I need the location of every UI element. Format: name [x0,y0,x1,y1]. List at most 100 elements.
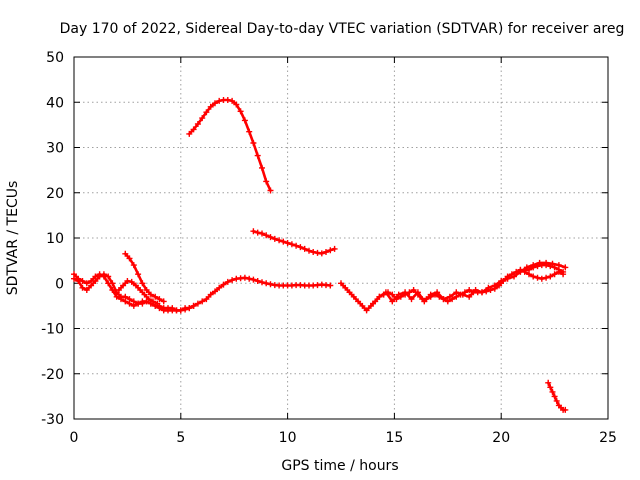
data-point [545,379,552,386]
data-point [526,271,532,278]
data-point [250,140,257,146]
data-point [523,264,530,271]
data-point [190,126,197,133]
data-point [547,273,554,280]
data-point [143,287,150,293]
data-point [553,397,560,404]
data-point [199,115,206,122]
data-point [263,232,270,239]
data-point [560,271,567,278]
data-point [562,264,569,271]
data-point [224,278,231,285]
data-point [237,108,244,115]
data-point [517,266,524,273]
data-point [323,249,329,255]
data-point [190,302,197,309]
data-point [434,289,441,296]
data-point [389,291,396,298]
data-point [135,271,142,278]
x-axis-label: GPS time / hours [281,458,398,474]
data-point [534,274,541,281]
data-point [263,178,270,185]
data-point [395,291,402,298]
data-point [318,250,325,257]
data-point [459,291,466,298]
y-tick-label: 50 [46,50,64,66]
data-point [259,230,265,237]
data-point [538,275,545,282]
data-point [150,298,156,305]
data-point [271,235,278,242]
x-tick-label: 10 [279,430,297,446]
data-point [359,302,366,309]
data-point [109,280,116,287]
data-point [126,296,133,303]
data-point [71,275,77,282]
x-tick-label: 25 [599,430,617,446]
data-point [543,274,550,281]
series-track-10 [545,379,569,413]
data-point [551,271,558,278]
data-point [453,289,460,296]
data-point [100,271,107,278]
data-point [536,259,543,266]
data-point [327,282,334,289]
series-track-7 [338,262,567,314]
data-point [96,273,103,280]
data-point [511,273,517,280]
y-tick-label: -20 [41,367,64,383]
plot-area [71,97,569,413]
x-tick-label: 15 [385,430,403,446]
data-point [105,273,112,280]
data-point [389,298,396,305]
data-point [139,280,146,287]
data-point [421,298,428,305]
data-point [382,289,389,296]
series-track-9 [517,266,567,282]
data-point [363,307,370,314]
data-point [306,247,312,254]
data-point [338,280,344,287]
x-tick-label: 20 [492,430,510,446]
data-point [310,249,317,255]
data-point [288,241,295,248]
data-point [246,275,253,282]
data-point [331,245,338,252]
data-point [246,128,253,135]
series-track-4 [115,278,161,307]
data-point [440,296,447,303]
data-point [220,281,227,288]
data-point [79,284,86,291]
data-point [120,282,127,289]
data-point [83,287,90,293]
data-point [224,97,231,103]
data-point [444,298,451,305]
chart-title: Day 170 of 2022, Sidereal Day-to-day VTE… [60,21,625,37]
grid-lines [74,57,608,419]
data-point [169,305,176,312]
data-point [543,259,550,266]
data-point [241,274,248,281]
data-point [350,293,357,300]
data-point [207,103,214,110]
y-tick-label: 10 [46,231,64,247]
data-point [547,384,554,391]
y-tick-label: -30 [41,412,64,428]
series-track-6 [250,228,338,257]
data-point [402,289,409,296]
data-point [267,187,274,194]
data-point [145,296,152,303]
data-point [555,262,562,269]
data-point [327,247,334,254]
data-point [472,287,479,293]
data-point [250,228,257,235]
series-track-5 [186,97,274,194]
data-point [92,278,99,284]
data-point [241,117,248,124]
tick-labels: 0 5 10 15 20 25 -30 -20 -10 0 10 20 30 40 50 [41,50,617,446]
data-point [562,406,569,413]
data-point [126,255,133,262]
data-point [122,293,129,300]
data-point [267,281,274,288]
data-point [156,296,163,303]
